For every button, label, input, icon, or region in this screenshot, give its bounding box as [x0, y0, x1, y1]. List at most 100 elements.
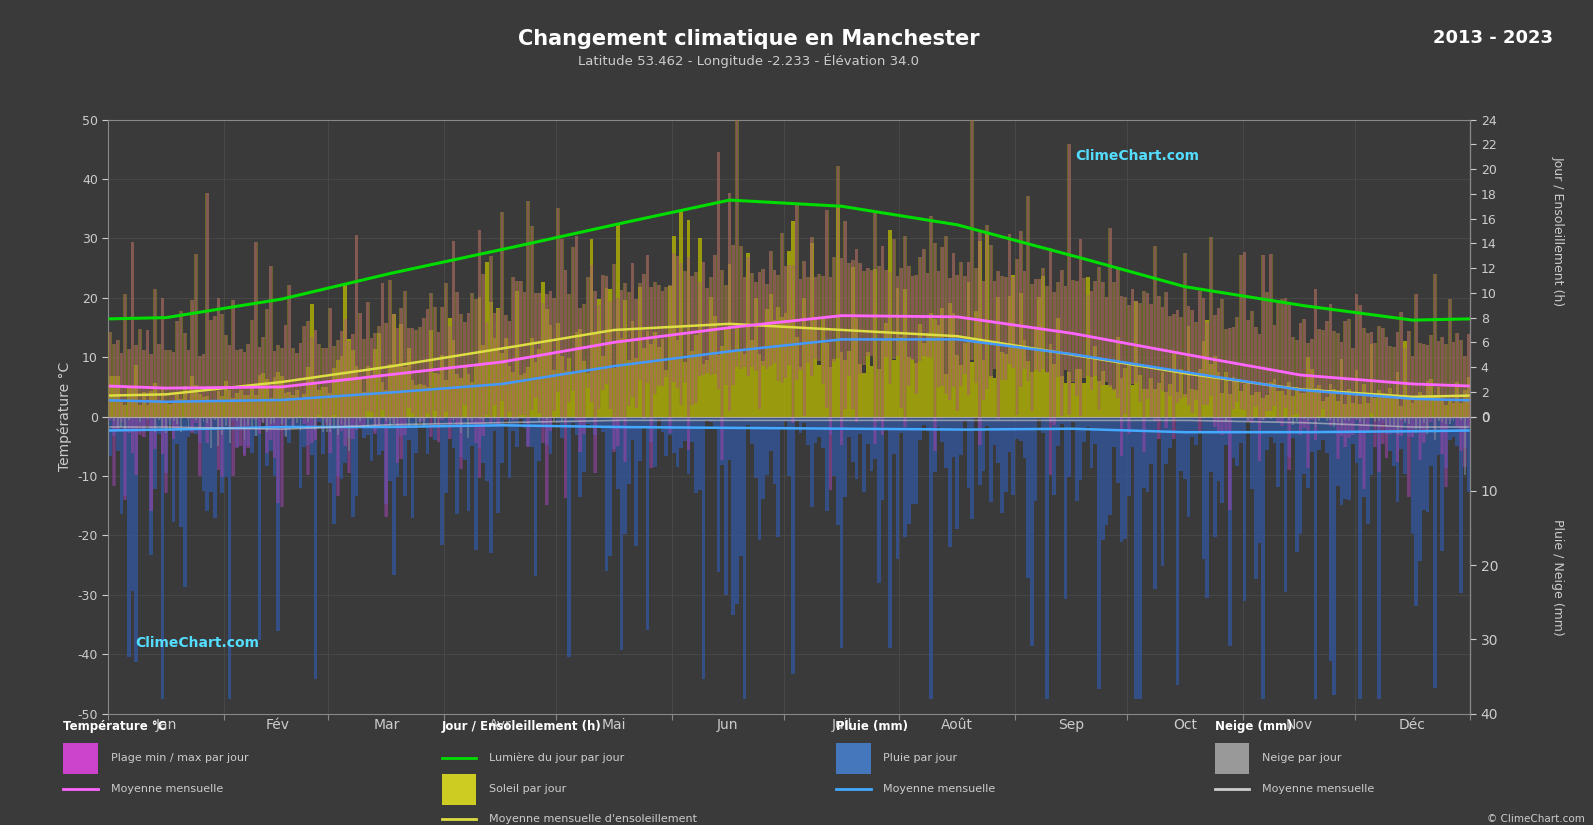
Bar: [742, 354, 747, 417]
Bar: [511, 277, 515, 420]
Bar: [937, 271, 940, 387]
Bar: [545, 417, 548, 445]
Bar: [119, 417, 123, 422]
Bar: [1037, 417, 1042, 419]
Bar: [1423, 344, 1426, 443]
Bar: [642, 348, 645, 417]
Bar: [414, 330, 417, 418]
Bar: [311, 337, 312, 443]
Bar: [1317, 329, 1321, 417]
Bar: [186, 417, 191, 419]
Bar: [589, 239, 594, 417]
Bar: [1423, 344, 1426, 417]
Bar: [150, 353, 153, 511]
Bar: [814, 417, 817, 442]
Bar: [873, 417, 878, 459]
Bar: [1134, 301, 1139, 383]
Bar: [123, 417, 127, 496]
Bar: [1000, 276, 1004, 380]
Bar: [1187, 305, 1190, 405]
Bar: [1303, 417, 1306, 427]
Bar: [1157, 417, 1161, 420]
Bar: [276, 417, 280, 631]
Bar: [731, 351, 736, 417]
Bar: [709, 417, 712, 422]
Bar: [1418, 417, 1423, 562]
Bar: [370, 375, 373, 417]
Bar: [322, 348, 325, 417]
Bar: [564, 417, 567, 427]
Bar: [1344, 321, 1346, 447]
Bar: [153, 289, 156, 450]
Bar: [1287, 417, 1292, 470]
Bar: [1351, 417, 1354, 436]
Bar: [897, 276, 898, 356]
Bar: [828, 276, 832, 490]
Bar: [1212, 417, 1217, 537]
Bar: [440, 417, 444, 420]
Bar: [639, 417, 642, 461]
Bar: [777, 275, 779, 381]
Bar: [1281, 299, 1284, 417]
Bar: [691, 276, 693, 405]
Bar: [538, 294, 540, 412]
Bar: [1168, 316, 1172, 396]
Bar: [1440, 398, 1445, 417]
Bar: [478, 417, 481, 449]
Bar: [1243, 252, 1246, 410]
Bar: [747, 257, 750, 376]
Bar: [250, 320, 253, 419]
Bar: [1150, 378, 1153, 417]
Bar: [523, 373, 526, 417]
Text: Changement climatique en Manchester: Changement climatique en Manchester: [518, 29, 980, 49]
Bar: [325, 387, 328, 417]
Bar: [545, 294, 548, 417]
Bar: [467, 417, 470, 420]
Bar: [825, 210, 828, 408]
Bar: [997, 271, 1000, 417]
Bar: [984, 225, 989, 389]
Bar: [712, 417, 717, 427]
Bar: [769, 417, 773, 451]
Bar: [597, 417, 601, 427]
Bar: [645, 255, 650, 384]
Bar: [467, 374, 470, 417]
Bar: [1187, 417, 1190, 516]
Bar: [739, 351, 742, 417]
Bar: [542, 417, 545, 424]
Bar: [806, 328, 809, 417]
Bar: [1093, 417, 1098, 444]
Bar: [1448, 399, 1451, 417]
Bar: [773, 417, 776, 484]
Bar: [851, 267, 854, 417]
Bar: [1236, 317, 1238, 402]
Bar: [634, 299, 639, 408]
Bar: [1134, 417, 1139, 699]
Bar: [419, 417, 421, 423]
Bar: [322, 348, 325, 420]
Bar: [776, 417, 781, 537]
Bar: [661, 417, 664, 432]
Bar: [142, 350, 145, 417]
Bar: [389, 417, 392, 420]
Bar: [350, 417, 355, 439]
Bar: [695, 272, 698, 403]
Bar: [194, 254, 198, 423]
Bar: [1309, 339, 1314, 417]
Bar: [929, 313, 933, 417]
Bar: [1131, 290, 1134, 384]
Bar: [922, 249, 926, 356]
Bar: [753, 281, 758, 371]
Bar: [683, 271, 687, 383]
Bar: [736, 89, 739, 367]
Bar: [470, 293, 475, 417]
Bar: [1453, 417, 1454, 421]
Bar: [867, 268, 870, 356]
Bar: [717, 153, 720, 389]
Bar: [926, 333, 929, 417]
Bar: [1176, 393, 1179, 417]
Bar: [817, 274, 820, 361]
Bar: [922, 249, 926, 356]
Bar: [1067, 417, 1070, 477]
Bar: [400, 417, 403, 460]
